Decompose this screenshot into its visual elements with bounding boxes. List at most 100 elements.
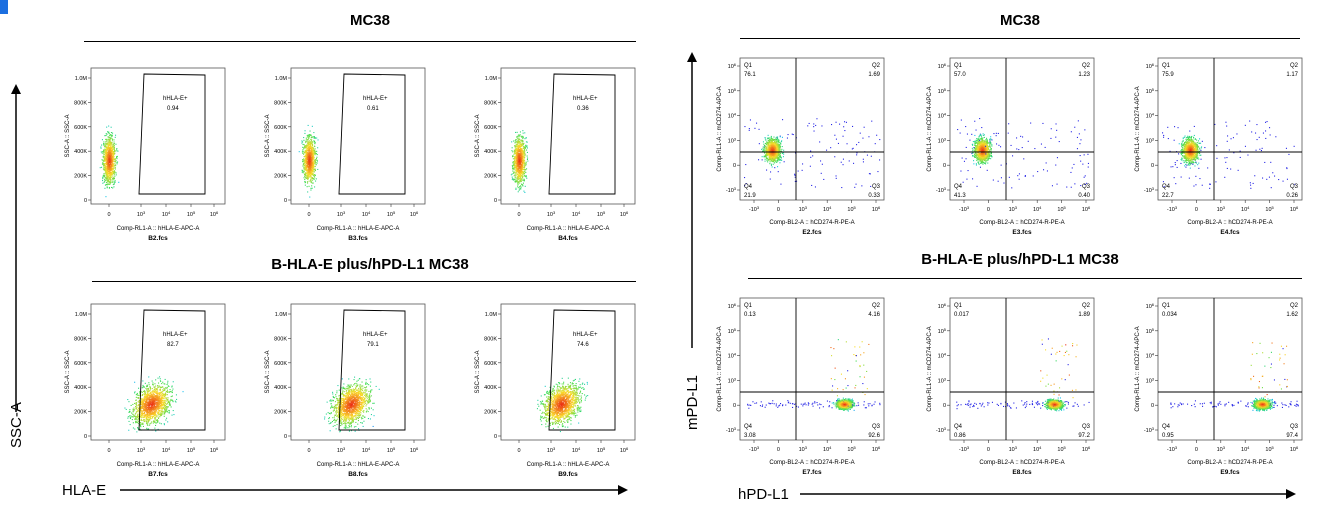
event-dot: [107, 142, 109, 144]
event-dot: [160, 397, 162, 399]
event-dot: [357, 406, 359, 408]
gate-value: 0.94: [167, 106, 179, 112]
event-dot: [520, 173, 522, 175]
event-dot: [520, 168, 522, 170]
event-dot: [512, 178, 514, 180]
event-dot: [306, 152, 308, 154]
event-dot: [143, 390, 145, 392]
event-dot: [159, 406, 161, 408]
event-dot: [142, 409, 144, 411]
event-dot: [511, 141, 513, 143]
event-dot: [102, 151, 104, 153]
event-dot: [112, 168, 114, 170]
event-dot: [361, 418, 363, 420]
event-dot: [115, 174, 117, 176]
event-dot: [157, 399, 159, 401]
event-dot: [337, 398, 339, 400]
event-dot: [328, 412, 330, 414]
event-dot: [308, 167, 310, 169]
event-dot: [520, 145, 522, 147]
event-dot: [518, 165, 520, 167]
event-dot: [359, 396, 361, 398]
event-dot: [303, 170, 305, 172]
event-dot: [155, 379, 157, 381]
event-dot: [358, 416, 360, 418]
event-dot: [518, 159, 520, 161]
event-dot: [157, 396, 159, 398]
event-dot: [110, 157, 112, 159]
event-dot: [518, 145, 520, 147]
event-dot: [362, 387, 364, 389]
event-dot: [309, 141, 311, 143]
event-dot: [128, 401, 130, 403]
event-dot: [518, 174, 520, 176]
x-tick-label: 105: [187, 446, 196, 454]
event-dot: [154, 416, 156, 418]
event-dot: [164, 388, 166, 390]
event-dot: [153, 394, 155, 396]
event-dot: [343, 388, 345, 390]
event-dot: [521, 156, 523, 158]
event-dot: [363, 410, 365, 412]
event-dot: [104, 135, 106, 137]
event-dot: [522, 147, 524, 149]
event-dot: [171, 392, 173, 394]
event-dot: [138, 411, 140, 413]
event-dot: [343, 419, 345, 421]
event-dot: [134, 415, 136, 417]
event-dot: [113, 168, 115, 170]
event-dot: [149, 407, 151, 409]
event-dot: [304, 167, 306, 169]
event-dot: [102, 180, 104, 182]
event-dot: [352, 402, 354, 404]
event-dot: [313, 153, 315, 155]
event-dot: [129, 424, 131, 426]
event-dot: [148, 390, 150, 392]
event-dot: [165, 392, 167, 394]
event-dot: [106, 146, 108, 148]
event-dot: [146, 410, 148, 412]
event-dot: [140, 418, 142, 420]
event-dot: [107, 173, 109, 175]
event-dot: [158, 413, 160, 415]
event-dot: [106, 157, 108, 159]
event-dot: [112, 154, 114, 156]
event-dot: [303, 159, 305, 161]
event-dot: [304, 145, 306, 147]
event-dot: [111, 138, 113, 140]
event-dot: [522, 136, 524, 138]
event-dot: [165, 409, 167, 411]
event-dot: [161, 401, 163, 403]
event-dot: [311, 170, 313, 172]
event-dot: [520, 160, 522, 162]
event-dot: [157, 404, 159, 406]
event-dot: [109, 166, 111, 168]
event-dot: [521, 165, 523, 167]
event-dot: [149, 405, 151, 407]
event-dot: [365, 394, 367, 396]
event-dot: [514, 163, 516, 165]
event-dot: [142, 401, 144, 403]
event-dot: [311, 156, 313, 158]
event-dot: [305, 156, 307, 158]
event-dot: [518, 173, 520, 175]
event-dot: [303, 166, 305, 168]
event-dot: [336, 410, 338, 412]
y-tick-label: 0: [284, 198, 287, 204]
event-dot: [108, 181, 110, 183]
event-dot: [334, 425, 336, 427]
event-dot: [115, 143, 117, 145]
event-dot: [159, 405, 161, 407]
event-dot: [154, 390, 156, 392]
event-dot: [334, 406, 336, 408]
event-dot: [159, 398, 161, 400]
event-dot: [152, 417, 154, 419]
event-dot: [514, 169, 516, 171]
event-dot: [129, 411, 131, 413]
event-dot: [109, 161, 111, 163]
event-dot: [358, 390, 360, 392]
event-dot: [312, 136, 314, 138]
event-dot: [307, 136, 309, 138]
event-dot: [155, 410, 157, 412]
event-dot: [142, 380, 144, 382]
